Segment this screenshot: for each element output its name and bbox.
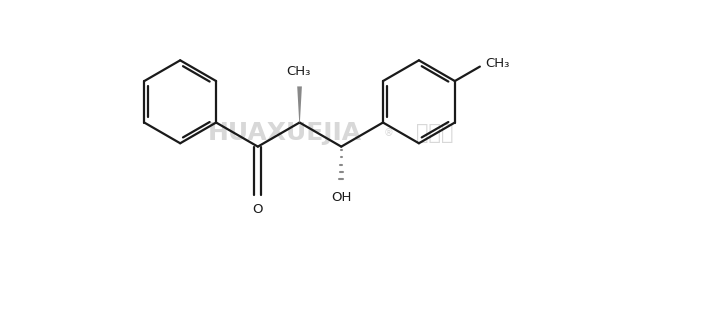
Text: O: O xyxy=(252,203,263,216)
Text: ®: ® xyxy=(383,128,393,138)
Polygon shape xyxy=(297,86,302,123)
Text: CH₃: CH₃ xyxy=(485,57,510,70)
Text: CH₃: CH₃ xyxy=(286,65,311,78)
Text: 化学加: 化学加 xyxy=(416,123,454,143)
Text: OH: OH xyxy=(331,191,352,204)
Text: HUAXUEJIA: HUAXUEJIA xyxy=(207,121,361,145)
